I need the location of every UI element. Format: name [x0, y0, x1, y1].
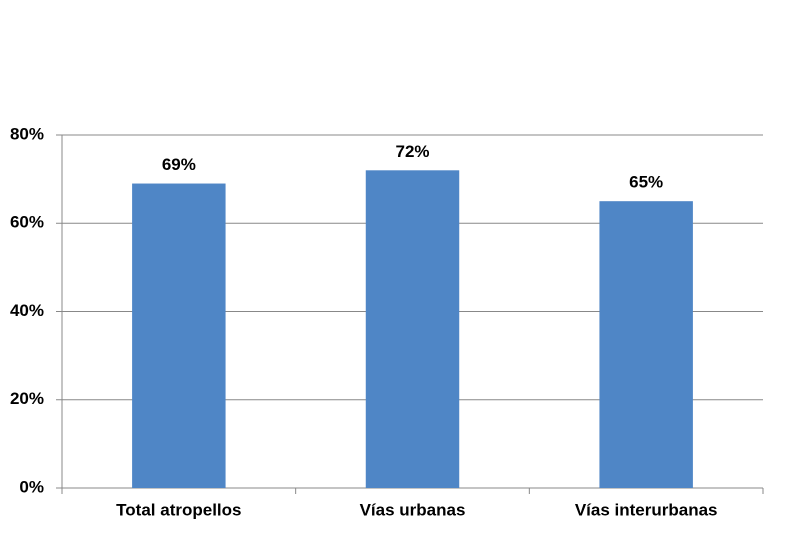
y-tick-label: 80%: [10, 124, 44, 143]
y-tick-label: 60%: [10, 213, 44, 232]
y-tick-label: 40%: [10, 301, 44, 320]
x-tick-label: Total atropellos: [116, 500, 241, 519]
data-label: 72%: [395, 142, 429, 161]
bar: [599, 201, 693, 488]
bar: [365, 170, 460, 489]
x-tick-label: Vías urbanas: [360, 500, 466, 519]
bar: [132, 183, 226, 488]
y-tick-label: 20%: [10, 389, 44, 408]
x-tick-label: Vías interurbanas: [575, 500, 718, 519]
data-label: 65%: [629, 173, 663, 192]
data-label: 69%: [162, 155, 196, 174]
y-tick-label: 0%: [19, 477, 44, 496]
